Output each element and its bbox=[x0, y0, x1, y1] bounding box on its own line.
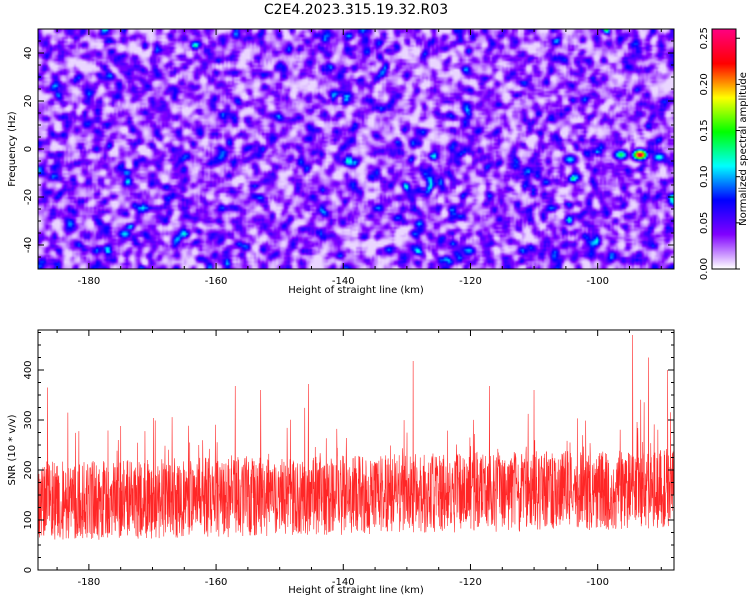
y-tick-label: -20 bbox=[23, 189, 34, 205]
spectrogram-x-label: Height of straight line (km) bbox=[288, 285, 424, 296]
x-tick-label: -140 bbox=[332, 276, 355, 287]
snr-series-line bbox=[37, 334, 675, 540]
y-tick-label: 400 bbox=[23, 360, 34, 379]
snr-x-ticks: -180 -160 -140 -120 -100 bbox=[56, 330, 662, 588]
colorbar-tick-label: 0.25 bbox=[699, 27, 710, 49]
y-tick-label: 0 bbox=[23, 146, 34, 152]
figure-title: C2E4.2023.315.19.32.R03 bbox=[264, 2, 448, 18]
y-tick-label: -40 bbox=[23, 237, 34, 253]
x-tick-label: -160 bbox=[205, 577, 228, 588]
x-tick-label: -180 bbox=[78, 276, 101, 287]
snr-y-ticks: 0 100 200 300 400 bbox=[23, 332, 674, 573]
y-tick-label: 40 bbox=[23, 47, 34, 60]
y-tick-label: 300 bbox=[23, 410, 34, 429]
snr-trace bbox=[37, 334, 675, 540]
snr-y-label: SNR (10 * v/v) bbox=[7, 414, 18, 485]
snr-x-label: Height of straight line (km) bbox=[288, 585, 424, 596]
x-tick-label: -120 bbox=[459, 276, 482, 287]
spectrogram-x-ticks: -180 -160 -140 -120 -100 bbox=[56, 29, 662, 287]
y-tick-label: 100 bbox=[23, 510, 34, 529]
x-tick-label: -180 bbox=[78, 577, 101, 588]
x-tick-label: -100 bbox=[586, 577, 609, 588]
colorbar: 0.00 0.05 0.10 0.15 0.20 0.25 Normalized spec… bbox=[699, 27, 749, 280]
spectrogram-y-label: Frequency (Hz) bbox=[7, 111, 18, 187]
colorbar-tick-label: 0.05 bbox=[699, 212, 710, 234]
x-tick-label: -120 bbox=[459, 577, 482, 588]
x-tick-label: -160 bbox=[205, 276, 228, 287]
y-tick-label: 0 bbox=[23, 567, 34, 573]
colorbar-tick-label: 0.10 bbox=[699, 166, 710, 188]
x-tick-label: -140 bbox=[332, 577, 355, 588]
spectrogram-panel: -180 -160 -140 -120 -100 -40 -20 0 20 40 Height … bbox=[7, 28, 675, 296]
y-tick-label: 200 bbox=[23, 460, 34, 479]
colorbar-label: Normalized spectral amplitude bbox=[738, 72, 749, 226]
colorbar-ticks: 0.00 0.05 0.10 0.15 0.20 0.25 bbox=[699, 27, 740, 280]
colorbar-frame bbox=[711, 28, 737, 270]
colorbar-tick-label: 0.15 bbox=[699, 119, 710, 141]
snr-panel: -180 -160 -140 -120 -100 0 100 200 300 400 Heigh… bbox=[7, 329, 675, 596]
colorbar-tick-label: 0.00 bbox=[699, 258, 710, 280]
spectrogram-heatmap bbox=[38, 29, 674, 269]
y-tick-label: 20 bbox=[23, 95, 34, 108]
spectrogram-y-ticks: -40 -20 0 20 40 bbox=[23, 28, 674, 270]
x-tick-label: -100 bbox=[586, 276, 609, 287]
colorbar-gradient bbox=[712, 29, 736, 269]
colorbar-tick-label: 0.20 bbox=[699, 73, 710, 95]
snr-frame bbox=[37, 329, 675, 571]
